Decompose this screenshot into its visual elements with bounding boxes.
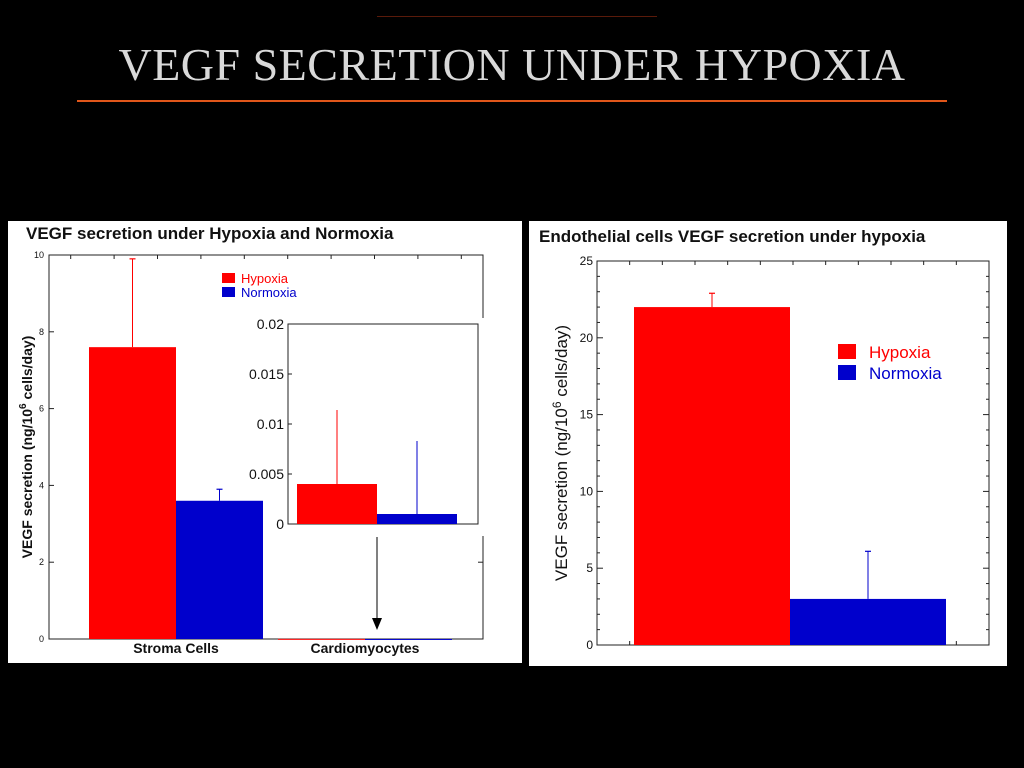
y-tick-label: 25 bbox=[580, 254, 594, 268]
y-tick-label: 2 bbox=[39, 557, 44, 567]
inset-y-tick-label: 0.015 bbox=[249, 366, 284, 382]
bar-hypoxia-0 bbox=[89, 347, 176, 639]
inset-arrow-head bbox=[372, 618, 382, 630]
chart-title: VEGF secretion under Hypoxia and Normoxi… bbox=[26, 224, 394, 243]
endothelial-chart: Endothelial cells VEGF secretion under h… bbox=[539, 227, 990, 652]
legend-label-hypoxia: Hypoxia bbox=[869, 343, 931, 362]
y-tick-label: 15 bbox=[580, 408, 594, 422]
x-category-label: Stroma Cells bbox=[133, 640, 219, 656]
y-tick-label: 5 bbox=[586, 561, 593, 575]
bar-normoxia bbox=[790, 598, 946, 645]
inset-y-tick-label: 0.01 bbox=[257, 416, 284, 432]
y-tick-label: 6 bbox=[39, 404, 44, 414]
bar-normoxia-0 bbox=[176, 500, 263, 639]
stroma-cardiomyocyte-chart: VEGF secretion under Hypoxia and Normoxi… bbox=[18, 224, 488, 656]
endothelial-chart-panel: Endothelial cells VEGF secretion under h… bbox=[529, 221, 1007, 666]
bar-hypoxia-1 bbox=[278, 638, 365, 640]
title-underline bbox=[77, 100, 947, 102]
stroma-cardiomyocyte-chart-panel: VEGF secretion under Hypoxia and Normoxi… bbox=[8, 221, 522, 663]
legend-swatch-hypoxia bbox=[838, 344, 856, 359]
x-category-label: Cardiomyocytes bbox=[311, 640, 420, 656]
inset-y-tick-label: 0 bbox=[276, 516, 284, 532]
legend-label-normoxia: Normoxia bbox=[869, 364, 942, 383]
y-tick-label: 8 bbox=[39, 327, 44, 337]
legend-swatch-hypoxia bbox=[222, 273, 235, 283]
inset-bar-normoxia bbox=[377, 514, 457, 524]
y-tick-label: 0 bbox=[39, 634, 44, 644]
y-tick-label: 0 bbox=[586, 638, 593, 652]
inset-y-tick-label: 0.02 bbox=[257, 316, 284, 332]
legend-swatch-normoxia bbox=[222, 287, 235, 297]
inset-bar-hypoxia bbox=[297, 484, 377, 524]
y-tick-label: 10 bbox=[580, 484, 594, 498]
legend-label-normoxia: Normoxia bbox=[241, 285, 297, 300]
legend-swatch-normoxia bbox=[838, 365, 856, 380]
bar-hypoxia bbox=[634, 307, 790, 645]
top-decorative-rule bbox=[377, 16, 657, 17]
legend-label-hypoxia: Hypoxia bbox=[241, 271, 289, 286]
slide-title: VEGF SECRETION UNDER HYPOXIA bbox=[118, 39, 906, 90]
y-tick-label: 10 bbox=[34, 250, 44, 260]
y-tick-label: 4 bbox=[39, 480, 44, 490]
chart-title: Endothelial cells VEGF secretion under h… bbox=[539, 227, 926, 246]
bar-normoxia-1 bbox=[365, 638, 452, 640]
y-axis-label: VEGF secretion (ng/106 cells/day) bbox=[18, 336, 35, 559]
y-tick-label: 20 bbox=[580, 331, 594, 345]
y-axis-label: VEGF secretion (ng/106 cells/day) bbox=[550, 325, 571, 581]
inset-y-tick-label: 0.005 bbox=[249, 466, 284, 482]
